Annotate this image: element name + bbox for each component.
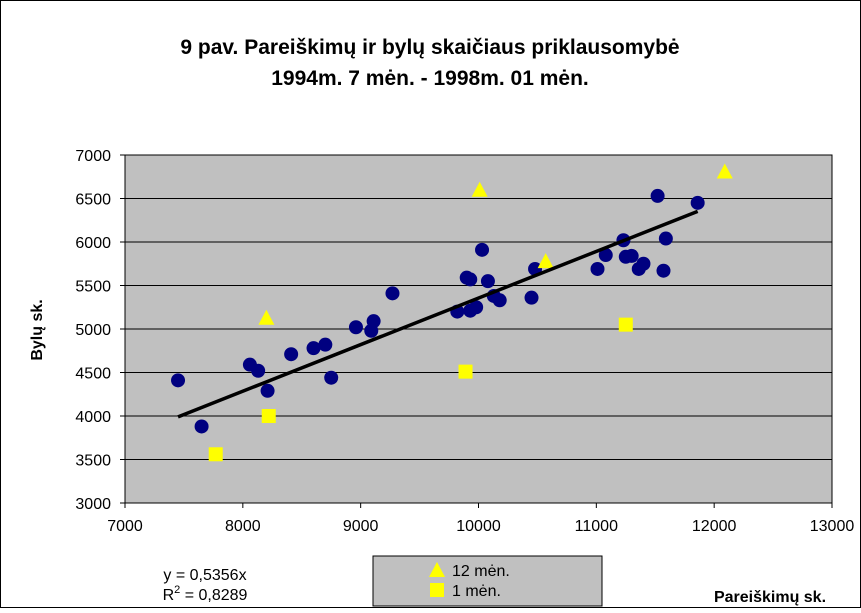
point: [260, 383, 275, 398]
point: [480, 274, 495, 289]
r-text: = 0,8289: [180, 587, 247, 604]
x-axis-label: Pareiškimų sk.: [714, 589, 826, 606]
x-tick-label: 12000: [692, 518, 737, 535]
chart-title: 9 pav. Pareiškimų ir bylų skaičiaus prik…: [180, 36, 679, 59]
r-squared: R2 = 0,8289: [163, 584, 248, 604]
r-symbol: R: [163, 587, 175, 604]
point: [318, 337, 333, 352]
y-tick-label: 4000: [75, 409, 111, 426]
point: [471, 181, 488, 197]
x-tick-label: 13000: [810, 518, 855, 535]
x-tick-label: 7000: [107, 518, 143, 535]
legend: [372, 555, 603, 607]
y-tick-label: 6500: [75, 192, 111, 209]
trend-equation: y = 0,5356x: [163, 567, 246, 584]
legend-label: 12 mėn.: [452, 563, 510, 580]
point: [366, 314, 381, 329]
point: [306, 341, 321, 356]
point: [650, 188, 665, 203]
point: [537, 253, 554, 269]
point: [624, 248, 639, 263]
point: [261, 409, 276, 423]
x-tick-label: 10000: [456, 518, 501, 535]
point: [258, 309, 275, 325]
point: [690, 195, 705, 210]
legend-marker: [430, 583, 444, 597]
point: [590, 261, 605, 276]
point: [618, 317, 633, 332]
point: [194, 419, 209, 434]
x-tick-label: 8000: [225, 518, 261, 535]
y-tick-label: 6000: [75, 235, 111, 252]
point: [716, 163, 733, 179]
point: [524, 290, 539, 305]
point: [251, 363, 266, 378]
chart-title: 1994m. 7 mėn. - 1998m. 01 mėn.: [271, 67, 589, 90]
legend-marker: [429, 562, 445, 577]
point: [658, 231, 673, 246]
point: [492, 293, 507, 308]
point: [348, 320, 363, 335]
y-tick-label: 3500: [75, 453, 111, 470]
r-power: 2: [174, 584, 180, 596]
y-tick-label: 7000: [75, 148, 111, 165]
legend-label: 1 mėn.: [452, 583, 501, 600]
y-axis-label: Bylų sk.: [29, 299, 46, 360]
point: [324, 370, 339, 385]
y-tick-label: 5500: [75, 279, 111, 296]
point: [171, 373, 186, 388]
point: [458, 364, 473, 379]
y-tick-label: 4500: [75, 366, 111, 383]
point: [636, 256, 651, 271]
point: [463, 272, 478, 287]
x-tick-label: 11000: [575, 518, 618, 535]
point: [598, 248, 613, 263]
point: [385, 286, 400, 301]
point: [208, 447, 223, 462]
point: [475, 242, 490, 257]
y-tick-label: 5000: [75, 322, 111, 339]
y-tick-label: 3000: [75, 496, 111, 513]
point: [469, 300, 484, 315]
point: [284, 347, 299, 362]
point: [656, 263, 671, 278]
x-tick-label: 9000: [343, 518, 379, 535]
trendline: [177, 209, 699, 419]
